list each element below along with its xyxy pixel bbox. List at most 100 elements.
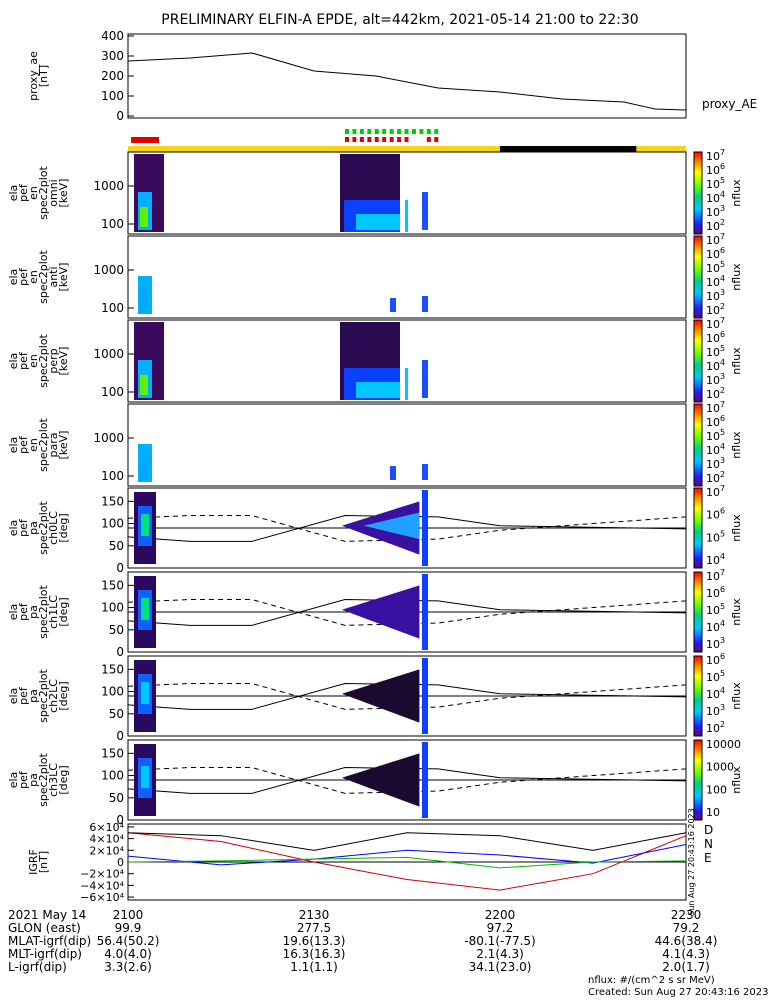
proxy-ae-frame: [127, 33, 687, 119]
en-para-cbar-tick: 103: [706, 456, 725, 471]
en-perp-cbar-label: nflux: [730, 347, 743, 375]
en-perp-cbar-tick: 103: [706, 372, 725, 387]
status-segment: [500, 146, 637, 152]
proxy-ae-ytick-label: 200: [101, 69, 124, 83]
green-dot: [419, 129, 424, 134]
en-omni-ylabel-line: ela: [7, 185, 20, 202]
pa-ch3LC-ylabel-line: [deg]: [57, 765, 70, 794]
pa-ch2LC-cbar-tick: 104: [706, 686, 725, 701]
proxy-ae-line: [127, 52, 687, 111]
xaxis-column-value: 19.6(13.3): [282, 934, 346, 948]
en-omni-ylabel-line: pef: [17, 183, 30, 202]
en-omni-cbar-tick: 104: [706, 190, 725, 205]
pa-ch3LC-colorbar: [693, 739, 703, 821]
green-dot: [434, 129, 439, 134]
pa-ch2LC-ylabel-line: [deg]: [57, 681, 70, 710]
proxy-ae-ytick-label: 100: [101, 89, 124, 103]
en-anti-blob: [390, 298, 396, 312]
pa-ch3LC-ylabel-line: pa: [27, 773, 40, 787]
pa-ch1LC-ytick-label: 100: [101, 601, 124, 615]
igrf-series-D: [127, 832, 687, 891]
en-omni-colorbar: [693, 151, 703, 235]
red-bar: [131, 137, 159, 143]
pa-ch1LC-cbar-tick: 104: [706, 619, 725, 634]
en-para-cbar-tick: 107: [706, 400, 725, 415]
pa-ch3LC-blob: [422, 742, 428, 818]
xaxis-column-value: 4.1(4.3): [662, 947, 710, 961]
igrf-ytick-label: 6×10⁴: [89, 821, 124, 834]
en-anti-ylabel-line: en: [27, 270, 40, 284]
pa-ch3LC-cbar-tick: 100: [706, 783, 727, 796]
green-dot: [389, 129, 394, 134]
en-para-ytick-label: 100: [101, 469, 124, 483]
pa-ch0LC-ylabel-line: ch0LC: [47, 511, 60, 545]
en-para-cbar-label: nflux: [730, 431, 743, 459]
en-para-frame: [127, 403, 687, 487]
pa-ch3LC-blob: [141, 766, 149, 788]
pa-ch3LC-cbar-tick: 10: [706, 806, 720, 819]
red-dot: [397, 137, 402, 142]
en-para-ylabel-line: [keV]: [57, 431, 70, 460]
pa-ch1LC-losscone-dashed: [127, 599, 687, 626]
en-para-cbar-tick: 106: [706, 414, 725, 429]
igrf-series-E: [127, 856, 687, 869]
xaxis-row-label: MLAT-igrf(dip): [8, 934, 92, 948]
pa-ch3LC-losscone-dashed: [127, 767, 687, 794]
pa-ch0LC-ytick-label: 150: [101, 494, 124, 508]
pa-ch2LC-ylabel-line: ela: [7, 688, 20, 705]
en-perp-ylabel-line: [keV]: [57, 347, 70, 376]
xaxis-column-value: 97.2: [486, 921, 514, 935]
en-anti-blob: [422, 296, 428, 312]
en-anti-ylabel-line: anti: [47, 266, 60, 287]
green-dot: [397, 129, 402, 134]
en-omni-cbar-tick: 105: [706, 176, 725, 191]
en-anti-blob: [140, 291, 148, 311]
chart-title: PRELIMINARY ELFIN-A EPDE, alt=442km, 202…: [161, 12, 638, 28]
pa-ch3LC-ylabel-line: pef: [17, 770, 30, 789]
pa-ch0LC-blob: [422, 490, 428, 566]
en-perp-ytick-label: 100: [101, 385, 124, 399]
en-anti-ylabel-line: spec2plot: [37, 250, 50, 304]
en-anti-cbar-tick: 102: [706, 302, 725, 317]
igrf-legend: D: [704, 823, 713, 837]
pa-ch0LC-ylabel-line: pef: [17, 518, 30, 537]
pa-ch1LC-colorbar: [693, 571, 703, 653]
pa-ch0LC-ytick-label: 50: [109, 539, 124, 553]
en-omni-ylabel-line: omni: [47, 179, 60, 206]
en-perp-blob: [356, 382, 400, 398]
en-para-cbar-tick: 102: [706, 470, 725, 485]
pa-ch3LC-losscone-solid: [127, 767, 687, 794]
en-perp-ylabel-line: spec2plot: [37, 334, 50, 388]
en-omni-blob: [140, 207, 148, 227]
pa-ch0LC-losscone-dashed: [127, 515, 687, 542]
en-omni-cbar-tick: 103: [706, 204, 725, 219]
pa-ch0LC-ylabel-line: pa: [27, 521, 40, 535]
xaxis-row-label: 2021 May 14: [8, 908, 87, 922]
en-omni-cbar-label: nflux: [730, 179, 743, 207]
pa-ch0LC-cbar-tick: 106: [706, 507, 725, 522]
igrf-ytick-label: −6×10⁴: [80, 891, 124, 904]
en-anti-frame: [127, 235, 687, 319]
pa-ch1LC-ylabel-line: [deg]: [57, 597, 70, 626]
red-dot: [434, 137, 439, 142]
pa-ch2LC-losscone-dashed: [127, 683, 687, 710]
en-anti-cbar-tick: 105: [706, 260, 725, 275]
pa-ch3LC-ylabel-line: ch3LC: [47, 763, 60, 797]
green-dot: [352, 129, 357, 134]
pa-ch2LC-cbar-tick: 106: [706, 652, 725, 667]
red-dot: [374, 137, 379, 142]
pa-ch3LC-ylabel-line: ela: [7, 772, 20, 789]
xaxis-column-value: 2130: [298, 908, 330, 922]
en-perp-frame: [127, 319, 687, 403]
en-perp-blob: [422, 360, 428, 398]
en-anti-cbar-tick: 107: [706, 232, 725, 247]
igrf-total: [127, 832, 687, 851]
status-segment: [128, 146, 500, 152]
pa-ch2LC-ytick-label: 0: [116, 729, 124, 743]
pa-ch1LC-blob: [341, 585, 420, 639]
pa-ch2LC-cbar-label: nflux: [730, 682, 743, 710]
pa-ch2LC-losscone-solid: [127, 683, 687, 710]
pa-ch1LC-blob: [422, 574, 428, 650]
pa-ch2LC-ylabel-line: spec2plot: [37, 669, 50, 723]
pa-ch1LC-ytick-label: 0: [116, 645, 124, 659]
